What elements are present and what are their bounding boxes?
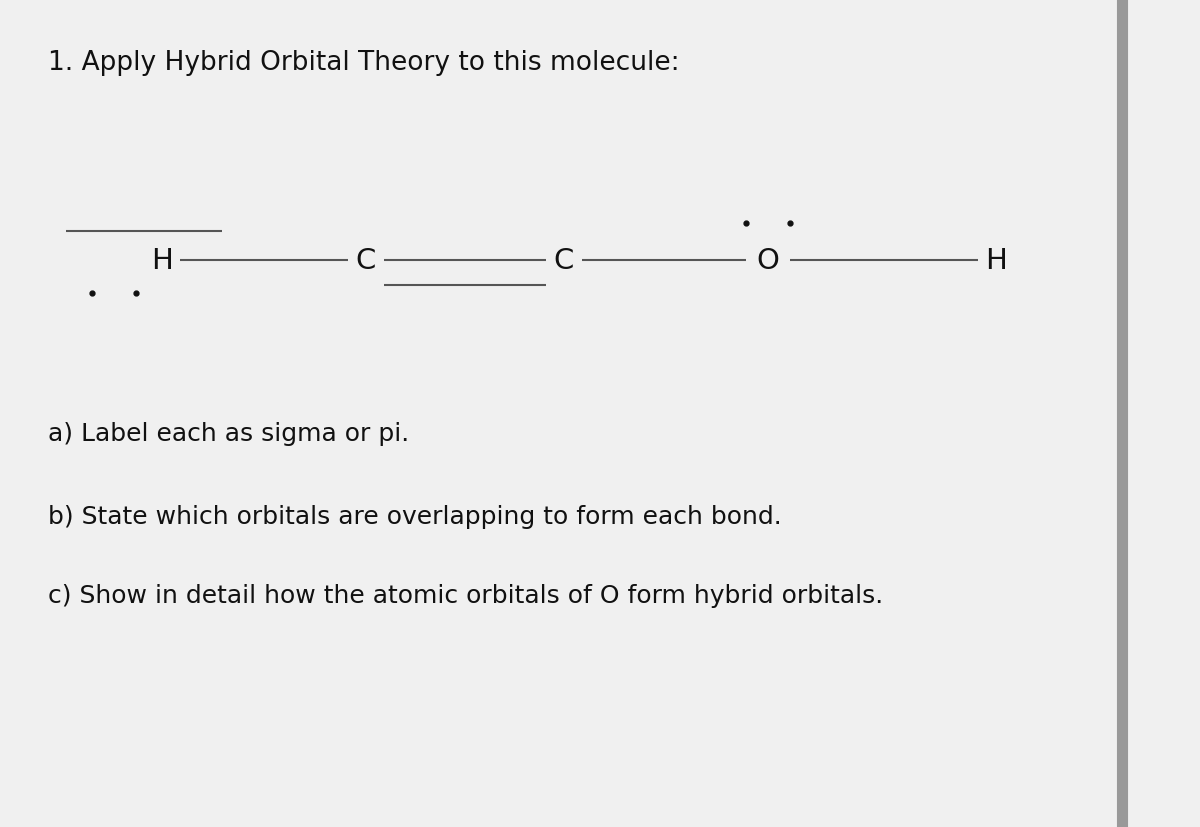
Text: a) Label each as sigma or pi.: a) Label each as sigma or pi.	[48, 422, 409, 446]
Text: b) State which orbitals are overlapping to form each bond.: b) State which orbitals are overlapping …	[48, 504, 781, 528]
Text: H: H	[985, 246, 1007, 275]
Text: C: C	[356, 246, 376, 275]
Text: O: O	[756, 246, 780, 275]
Text: H: H	[151, 246, 173, 275]
Text: c) Show in detail how the atomic orbitals of O form hybrid orbitals.: c) Show in detail how the atomic orbital…	[48, 583, 883, 607]
Text: 1. Apply Hybrid Orbital Theory to this molecule:: 1. Apply Hybrid Orbital Theory to this m…	[48, 50, 679, 75]
Text: C: C	[554, 246, 574, 275]
